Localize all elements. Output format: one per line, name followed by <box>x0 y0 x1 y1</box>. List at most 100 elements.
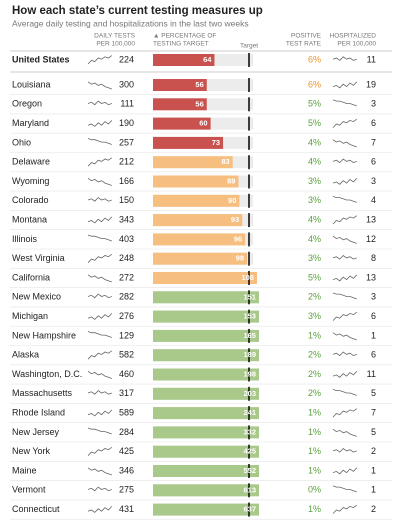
daily-tests: 284 <box>119 427 134 437</box>
positive-rate: 4% <box>308 234 321 244</box>
hospitalized: 6 <box>371 157 376 167</box>
target-pct: 93 <box>231 215 239 224</box>
target-pct: 83 <box>221 157 229 166</box>
sparkline <box>332 139 357 148</box>
positive-rate: 6% <box>308 54 321 64</box>
sparkline <box>87 370 112 379</box>
sparkline <box>332 178 358 185</box>
sparkline <box>87 390 112 395</box>
state-name: Colorado <box>12 195 49 205</box>
daily-tests: 129 <box>119 330 134 340</box>
target-pct: 198 <box>243 369 256 378</box>
daily-tests: 346 <box>119 465 134 475</box>
hospitalized: 4 <box>371 195 376 205</box>
positive-rate: 1% <box>308 504 321 514</box>
state-name: Vermont <box>12 485 46 495</box>
sparkline <box>87 197 112 202</box>
target-bar <box>153 272 257 284</box>
target-pct: 151 <box>243 292 256 301</box>
target-bar <box>153 349 259 362</box>
subtitle: Average daily testing and hospitalizatio… <box>12 18 249 28</box>
daily-tests: 224 <box>119 54 134 64</box>
title: How each state’s current testing measure… <box>12 5 263 17</box>
state-name: Montana <box>12 214 47 224</box>
sparkline <box>87 293 112 299</box>
daily-tests: 257 <box>119 137 134 147</box>
state-name: Ohio <box>12 137 31 147</box>
target-pct: 64 <box>203 55 212 64</box>
state-name: California <box>12 272 50 282</box>
sparkline <box>87 177 112 186</box>
sparkline <box>332 351 357 357</box>
positive-rate: 6% <box>308 79 321 89</box>
daily-tests: 212 <box>119 157 134 167</box>
positive-rate: 1% <box>308 427 321 437</box>
sparkline <box>332 292 357 300</box>
sparkline <box>87 313 113 320</box>
daily-tests: 403 <box>119 234 134 244</box>
sparkline <box>87 234 112 242</box>
daily-tests: 111 <box>120 99 134 109</box>
sparkline <box>332 56 357 61</box>
target-pct: 241 <box>243 408 256 417</box>
sparkline <box>87 350 113 360</box>
target-pct: 56 <box>195 99 203 108</box>
target-bar <box>153 79 207 91</box>
daily-tests: 582 <box>119 350 134 360</box>
hospitalized: 1 <box>371 465 376 475</box>
hospitalized: 3 <box>371 176 376 186</box>
daily-tests: 431 <box>119 504 134 514</box>
positive-rate: 5% <box>308 99 321 109</box>
positive-rate: 4% <box>308 157 321 167</box>
hospitalized: 3 <box>371 99 376 109</box>
target-pct: 153 <box>243 312 256 321</box>
target-bar <box>153 194 240 207</box>
target-bar <box>153 484 259 497</box>
target-pct: 189 <box>243 350 256 359</box>
positive-rate: 3% <box>308 195 321 205</box>
state-name: Connecticut <box>12 504 60 514</box>
target-pct: 56 <box>195 80 203 89</box>
target-pct: 637 <box>243 505 256 514</box>
sparkline <box>332 81 358 89</box>
sparkline <box>332 196 357 203</box>
target-pct: 165 <box>243 331 256 340</box>
sparkline <box>332 371 358 378</box>
target-bar <box>153 407 259 420</box>
positive-rate: 3% <box>308 176 321 186</box>
hospitalized: 7 <box>371 137 376 147</box>
sparkline <box>87 216 113 224</box>
hospitalized: 13 <box>366 272 376 282</box>
sparkline <box>87 409 113 417</box>
col-header: HOSPITALIZED <box>330 33 377 40</box>
sparkline <box>332 215 358 225</box>
state-name: Maryland <box>12 118 49 128</box>
col-header: POSITIVE <box>291 33 322 40</box>
target-pct: 98 <box>236 254 244 263</box>
hospitalized: 12 <box>366 234 376 244</box>
target-bar <box>153 156 233 169</box>
sparkline <box>87 467 112 476</box>
target-pct: 108 <box>241 273 254 282</box>
positive-rate: 2% <box>308 350 321 360</box>
sparkline <box>332 389 357 396</box>
positive-rate: 2% <box>308 292 321 302</box>
target-bar <box>153 252 248 265</box>
daily-tests: 248 <box>119 253 134 263</box>
daily-tests: 166 <box>119 176 134 186</box>
sparkline <box>87 120 113 127</box>
positive-rate: 4% <box>308 214 321 224</box>
sparkline <box>87 55 113 65</box>
target-bar <box>153 117 211 130</box>
target-pct: 89 <box>227 176 235 185</box>
daily-tests: 190 <box>119 118 134 128</box>
positive-rate: 4% <box>308 137 321 147</box>
positive-rate: 0% <box>308 485 321 495</box>
sparkline <box>87 427 112 435</box>
target-pct: 203 <box>243 389 256 398</box>
state-name: Washington, D.C. <box>12 369 82 379</box>
sparkline <box>332 467 358 475</box>
hospitalized: 1 <box>371 330 376 340</box>
